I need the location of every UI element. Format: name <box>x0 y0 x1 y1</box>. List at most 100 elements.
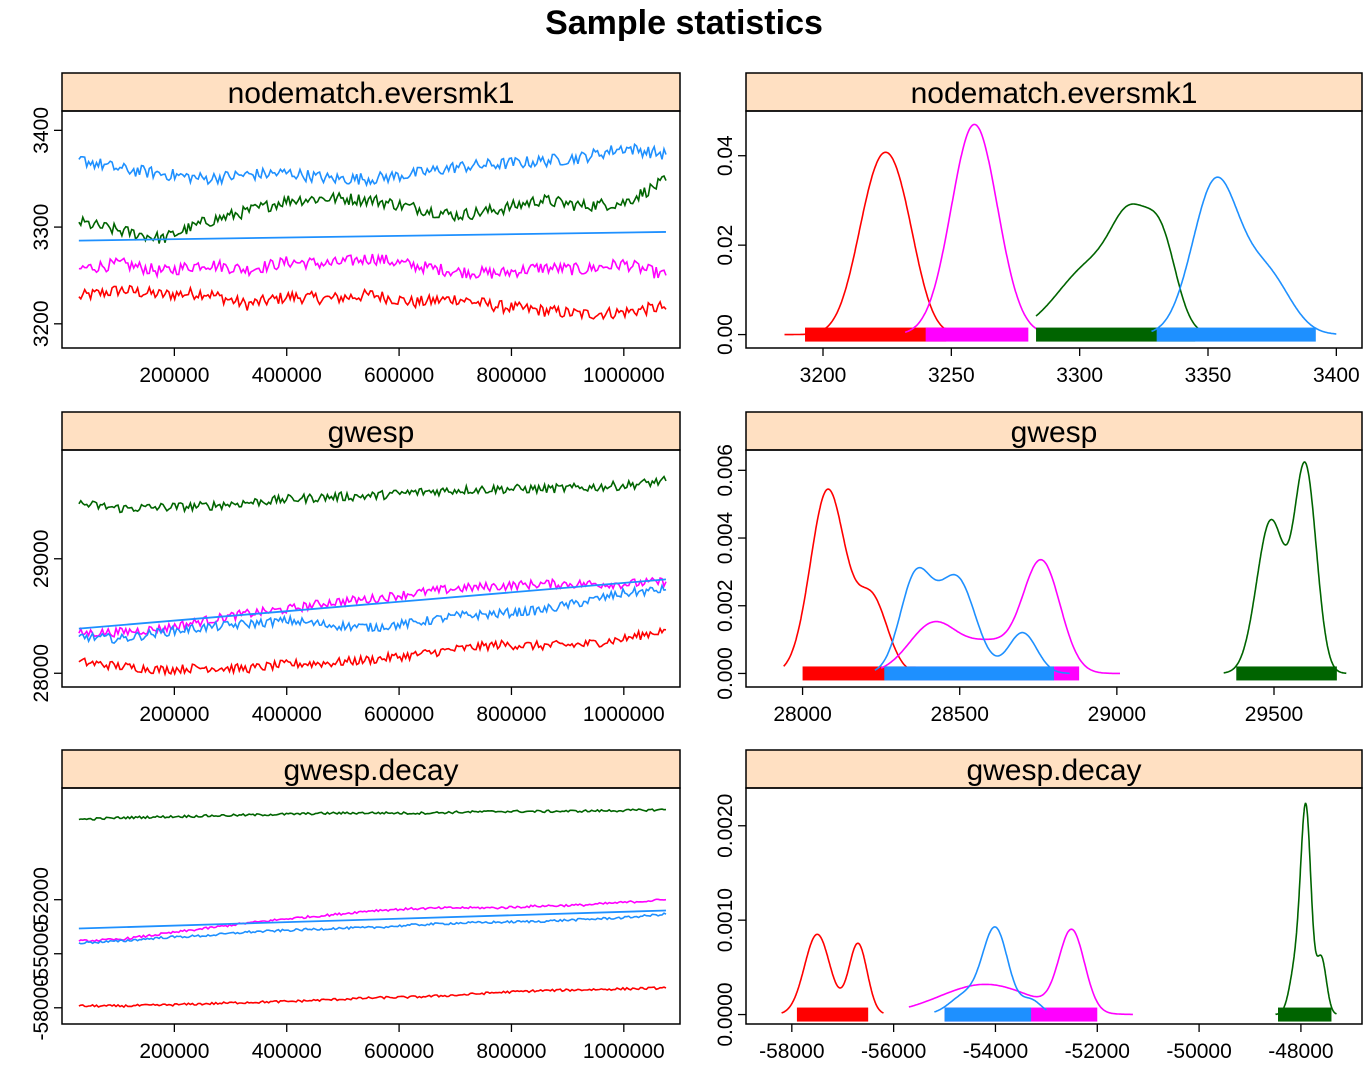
y-tick-label: -58000 <box>30 975 53 1040</box>
density-series-3 <box>1275 802 1337 1016</box>
panel-strip-label: nodematch.eversmk1 <box>228 77 515 110</box>
x-tick-label: 800000 <box>476 703 546 726</box>
y-tick-label: 29000 <box>30 530 53 588</box>
rug-series-1 <box>805 327 947 342</box>
panel-strip <box>745 411 1363 451</box>
y-tick-label: 0.004 <box>714 511 737 564</box>
x-tick-label: 200000 <box>139 364 209 387</box>
x-tick-label: 29500 <box>1245 703 1303 726</box>
x-tick-label: 600000 <box>364 364 434 387</box>
trace-series-4 <box>78 142 667 188</box>
density-series-1 <box>783 488 935 675</box>
x-tick-label: 28500 <box>931 703 989 726</box>
y-tick-label: 28000 <box>30 644 53 702</box>
trend-line <box>78 231 666 242</box>
y-tick-label: -55000 <box>30 921 53 986</box>
density-series-3 <box>1223 461 1347 675</box>
density-series-4 <box>1151 176 1337 335</box>
x-tick-label: -58000 <box>759 1040 824 1063</box>
y-tick-label: 0.0020 <box>714 794 737 858</box>
x-tick-label: 29000 <box>1088 703 1146 726</box>
x-tick-label: 800000 <box>476 1040 546 1063</box>
trend-line <box>78 909 666 930</box>
y-tick-label: 0.04 <box>714 135 737 176</box>
y-tick-label: 0.006 <box>714 444 737 497</box>
y-tick-label: 0.002 <box>714 579 737 632</box>
y-tick-label: 3200 <box>30 300 53 347</box>
x-tick-label: 3300 <box>1056 364 1103 387</box>
x-tick-label: 3250 <box>928 364 975 387</box>
y-tick-label: -52000 <box>30 867 53 932</box>
panel-frame <box>745 787 1363 1025</box>
panel-trace-0: nodematch.eversmk1 200000 400000 600000 8000… <box>30 72 681 387</box>
x-tick-label: 1000000 <box>583 364 665 387</box>
x-tick-label: 3350 <box>1185 364 1232 387</box>
x-tick-label: 600000 <box>364 703 434 726</box>
x-tick-label: 200000 <box>139 703 209 726</box>
panel-strip-label: gwesp <box>328 416 415 449</box>
trace-series-4 <box>78 583 667 645</box>
trace-series-1 <box>78 284 667 321</box>
panel-strip-label: gwesp <box>1011 416 1098 449</box>
density-series-4 <box>934 926 1047 1013</box>
trace-series-3 <box>78 808 667 821</box>
trace-series-1 <box>78 986 667 1009</box>
panel-strip <box>745 749 1363 789</box>
panel-trace-4: gwesp.decay 200000 400000 600000 800000 10000… <box>30 749 681 1063</box>
trace-series-3 <box>78 475 667 514</box>
x-tick-label: 200000 <box>139 1040 209 1063</box>
rug-series-3 <box>1036 327 1196 342</box>
density-series-4 <box>874 566 1070 675</box>
density-series-2 <box>880 558 1120 675</box>
trace-series-2 <box>78 898 667 943</box>
y-tick-label: 0.000 <box>714 647 737 700</box>
panel-frame <box>745 110 1363 349</box>
x-tick-label: 3200 <box>800 364 847 387</box>
panel-density-3: gwesp 28000 28500 29000 29500 0.000 0.002 0.004… <box>714 411 1363 726</box>
rug-series-3 <box>1236 666 1337 681</box>
trace-series-4 <box>78 912 667 945</box>
rug-series-4 <box>944 1007 1032 1022</box>
y-tick-label: 3400 <box>30 107 53 154</box>
density-series-3 <box>1035 203 1209 334</box>
x-tick-label: 3400 <box>1313 364 1360 387</box>
x-tick-label: 28000 <box>773 703 831 726</box>
rug-series-2 <box>925 327 1029 342</box>
panel-strip-label: gwesp.decay <box>283 754 458 787</box>
panel-frame <box>61 787 681 1025</box>
panel-trace-2: gwesp 200000 400000 600000 800000 1000000 2800… <box>30 411 681 726</box>
density-series-2 <box>908 928 1133 1016</box>
trace-series-1 <box>78 626 667 677</box>
trace-series-3 <box>78 174 667 244</box>
x-tick-label: 800000 <box>476 364 546 387</box>
x-tick-label: -54000 <box>963 1040 1028 1063</box>
density-series-1 <box>781 933 884 1014</box>
panel-density-5: gwesp.decay -58000 -56000 -54000 -52000 -5000… <box>714 749 1363 1063</box>
panel-frame <box>745 449 1363 688</box>
x-tick-label: -48000 <box>1268 1040 1333 1063</box>
panel-strip-label: gwesp.decay <box>966 754 1141 787</box>
page-title: Sample statistics <box>545 4 823 42</box>
panel-frame <box>61 449 681 688</box>
y-tick-label: 0.02 <box>714 225 737 266</box>
panel-strip <box>61 411 681 451</box>
x-tick-label: 1000000 <box>583 1040 665 1063</box>
y-tick-label: 0.00 <box>714 314 737 355</box>
panel-frame <box>61 110 681 349</box>
panel-density-1: nodematch.eversmk1 3200 3250 3300 3350 3400 0.… <box>714 72 1363 387</box>
y-tick-label: 3300 <box>30 204 53 251</box>
rug-series-4 <box>1156 327 1316 342</box>
y-tick-label: 0.0000 <box>714 982 737 1046</box>
rug-series-1 <box>796 1007 869 1022</box>
x-tick-label: 400000 <box>252 703 322 726</box>
x-tick-label: -56000 <box>861 1040 926 1063</box>
density-series-1 <box>784 151 957 336</box>
panel-strip <box>61 749 681 789</box>
panel-strip-label: nodematch.eversmk1 <box>911 77 1198 110</box>
x-tick-label: 600000 <box>364 1040 434 1063</box>
rug-series-4 <box>884 666 1054 681</box>
x-tick-label: 400000 <box>252 364 322 387</box>
trend-line <box>78 578 667 630</box>
rug-series-3 <box>1278 1007 1332 1022</box>
